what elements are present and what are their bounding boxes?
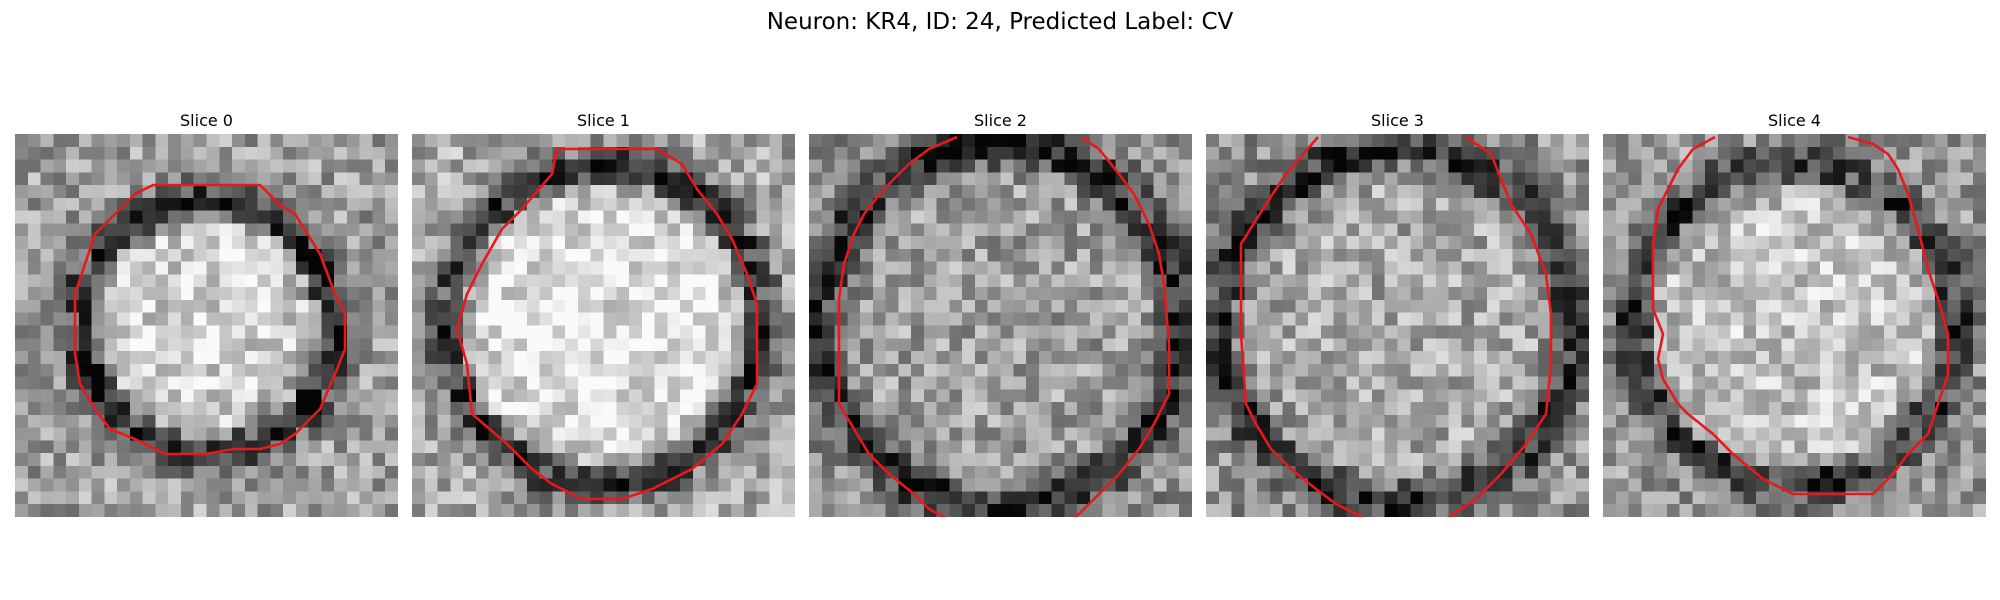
slice-panel-1: Slice 1	[412, 110, 795, 517]
slice-title: Slice 0	[180, 111, 233, 130]
slice-panel-0: Slice 0	[15, 110, 398, 517]
segmentation-contour	[1651, 135, 1950, 496]
segmentation-contour	[837, 135, 1171, 517]
slice-image	[1603, 134, 1986, 517]
slice-panel-4: Slice 4	[1603, 110, 1986, 517]
slice-image	[809, 134, 1192, 517]
slice-image	[412, 134, 795, 517]
slice-panel-2: Slice 2	[809, 110, 1192, 517]
slice-title: Slice 3	[1371, 111, 1424, 130]
slice-title: Slice 4	[1768, 111, 1821, 130]
segmentation-contour	[73, 183, 347, 456]
segmentation-contour	[1239, 135, 1553, 517]
segmentation-contour	[455, 147, 759, 501]
figure-title: Neuron: KR4, ID: 24, Predicted Label: CV	[766, 9, 1234, 35]
slice-title: Slice 2	[974, 111, 1027, 130]
slice-title: Slice 1	[577, 111, 630, 130]
slice-panel-3: Slice 3	[1206, 110, 1589, 517]
